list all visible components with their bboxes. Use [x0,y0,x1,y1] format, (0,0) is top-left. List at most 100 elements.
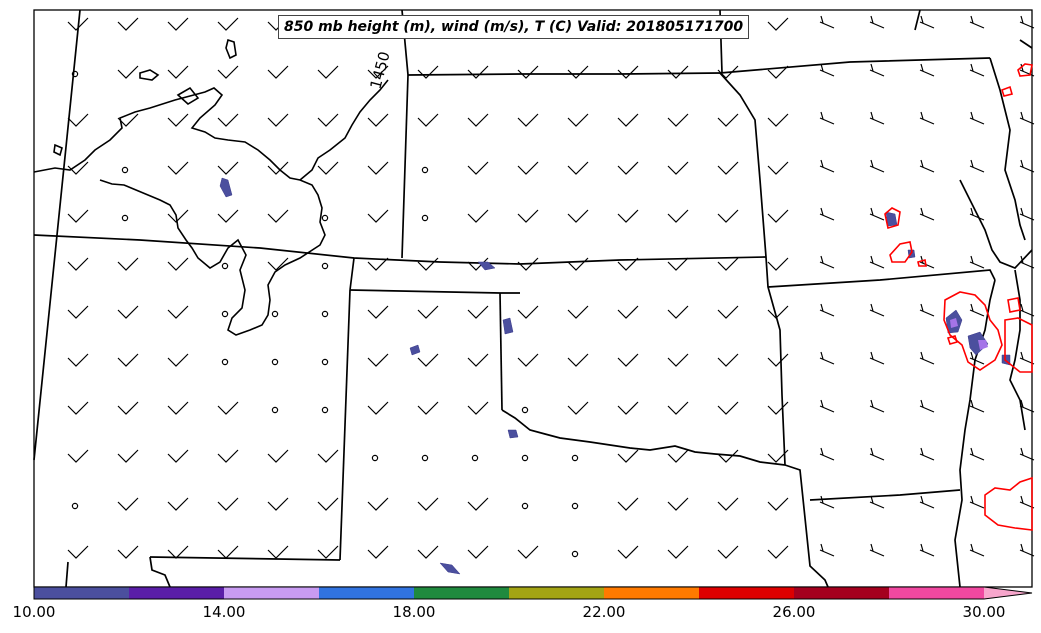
wind-barb [767,17,789,31]
wind-barb [517,209,539,223]
wind-barb [969,63,985,77]
border-red-river [501,409,786,466]
wind-barb [367,113,389,127]
wind-barb [417,305,439,319]
wind-barb [1019,447,1035,461]
border-missouri-east [989,57,1026,241]
wind-barb [67,401,89,415]
temperature-contour-red [884,63,1033,531]
border-nm-west [65,561,69,588]
wind-barb [217,65,239,79]
calm-wind-circle [521,502,529,510]
wind-barb [919,351,935,365]
calm-wind-circle [421,166,429,174]
temperature-fill-violet [950,318,988,350]
wind-barb [717,209,739,223]
colorbar-tick-label: 14.00 [202,603,246,621]
wind-barb [167,113,189,127]
calm-wind-circle [371,454,379,462]
wind-barb [417,65,439,79]
wind-barb [969,543,985,557]
wind-barb [417,497,439,511]
wind-barb [767,257,789,271]
wind-barb [869,543,885,557]
calm-wind-circle [71,502,79,510]
wind-barb [117,401,139,415]
wind-barb [267,209,289,223]
wind-barb [217,401,239,415]
wind-barb [267,545,289,559]
wind-barb [117,449,139,463]
colorbar-tick-label: 26.00 [772,603,816,621]
wind-barb [819,303,835,317]
border-kansas-west [401,74,409,259]
wind-barb [217,161,239,175]
wind-barb [717,161,739,175]
calm-wind-circle [271,310,279,318]
calm-wind-circle [571,550,579,558]
border-kansas-north [407,72,721,76]
wind-barb [1019,111,1035,125]
wind-barb [617,161,639,175]
border-wi [914,9,921,31]
wind-barb [767,65,789,79]
wind-barb [467,401,489,415]
calm-wind-circle [221,310,229,318]
calm-wind-circle [321,358,329,366]
colorbar-segment [509,587,605,599]
wind-barb [167,305,189,319]
wind-barb [167,449,189,463]
wind-barb [267,161,289,175]
border-ms-east [1009,269,1026,431]
wind-barb [167,65,189,79]
wind-barb [417,113,439,127]
wind-barb [869,207,885,221]
wind-barb [167,161,189,175]
calm-wind-circle [321,406,329,414]
wind-barb [667,113,689,127]
calm-wind-circle [121,166,129,174]
wind-barb [267,113,289,127]
colorbar-segment [794,587,890,599]
colorbar-segment [699,587,795,599]
wind-barb [919,399,935,413]
wind-barb [1019,399,1035,413]
calm-wind-circle [321,262,329,270]
wind-barb [969,111,985,125]
wind-barb [317,497,339,511]
wind-barb [117,497,139,511]
wind-barb [567,113,589,127]
wind-barb [667,353,689,367]
wind-barb [969,351,985,365]
calm-wind-circle [221,262,229,270]
wind-barb [919,63,935,77]
colorbar-segment [414,587,510,599]
wind-barb [167,17,189,31]
wind-barb [869,255,885,269]
wind-barb [117,353,139,367]
wind-barb [969,399,985,413]
wind-barb [919,303,935,317]
wind-barb [617,497,639,511]
wind-barb [467,497,489,511]
wind-barb [267,497,289,511]
wind-barb [567,401,589,415]
colorbar-extend-arrow [984,587,1032,599]
wind-barb [767,353,789,367]
wind-barb [367,353,389,367]
wind-barb [367,65,389,79]
border-ar-la [809,489,961,501]
calm-wind-circle [471,454,479,462]
wind-barb [567,353,589,367]
wind-barb [1019,303,1035,317]
wind-barb [67,449,89,463]
wind-barb [667,497,689,511]
wind-barb [767,161,789,175]
wind-barb [869,399,885,413]
wind-barb [617,209,639,223]
border-ok-tx-east [499,292,503,411]
wind-barb [467,305,489,319]
wind-barb [969,303,985,317]
wind-barb [67,161,89,175]
wind-barb [567,209,589,223]
